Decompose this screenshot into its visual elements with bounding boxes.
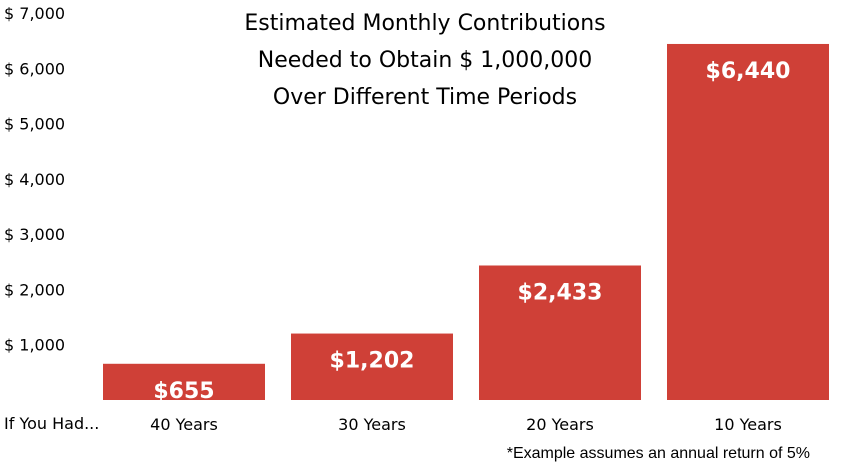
chart-title: Estimated Monthly Contributions Needed t…: [244, 11, 605, 110]
y-axis-ticks: $ 1,000 $ 2,000 $ 3,000 $ 4,000 $ 5,000 $ 6,0…: [4, 4, 65, 355]
chart-title-line-3: Over Different Time Periods: [273, 85, 577, 110]
y-tick-label: $ 7,000: [4, 4, 65, 23]
bar: [291, 333, 453, 400]
row-label: If You Had...: [4, 414, 99, 433]
x-tick-label: 10 Years: [714, 415, 782, 434]
bar: [103, 363, 265, 400]
x-tick-label: 30 Years: [338, 415, 406, 434]
chart-title-line-2: Needed to Obtain $ 1,000,000: [258, 48, 592, 73]
y-tick-label: $ 5,000: [4, 115, 65, 134]
data-label: $6,440: [706, 59, 791, 84]
x-axis-ticks: 40 Years 30 Years 20 Years 10 Years: [150, 415, 782, 434]
x-tick-label: 40 Years: [150, 415, 218, 434]
footnote: *Example assumes an annual return of 5%: [507, 445, 810, 462]
y-tick-label: $ 1,000: [4, 336, 65, 355]
bar: [479, 265, 641, 400]
chart-title-line-1: Estimated Monthly Contributions: [244, 11, 605, 36]
y-tick-label: $ 4,000: [4, 170, 65, 189]
data-label: $1,202: [330, 349, 415, 374]
bar: [667, 43, 829, 401]
y-tick-label: $ 2,000: [4, 280, 65, 299]
data-label: $655: [153, 379, 214, 404]
bars: $655 $1,202 $2,433 $6,440: [103, 43, 829, 404]
data-label: $2,433: [518, 280, 603, 305]
y-tick-label: $ 3,000: [4, 225, 65, 244]
x-tick-label: 20 Years: [526, 415, 594, 434]
y-tick-label: $ 6,000: [4, 59, 65, 78]
